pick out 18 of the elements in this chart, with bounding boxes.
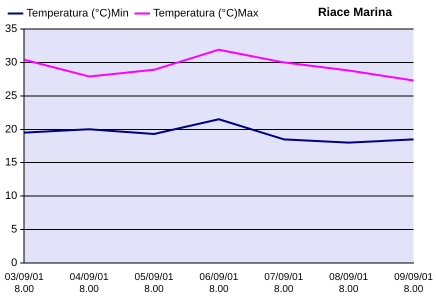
y-tick-label: 15 [4,156,18,169]
x-tick-label: 06/09/01 8.00 [199,272,239,295]
y-tick-label: 35 [4,23,18,36]
x-tick-label: 03/09/01 8.00 [4,272,44,295]
y-tick-label: 10 [4,190,18,202]
x-tick-label: 07/09/01 8.00 [264,272,304,295]
x-tick-label: 09/09/01 8.00 [394,272,434,295]
legend-label: Temperatura (°C)Max [153,8,259,20]
y-tick-label: 5 [11,224,18,236]
x-tick-label: 05/09/01 8.00 [134,272,174,295]
y-tick-label: 20 [4,123,18,136]
chart-title: Riace Marina [318,5,392,19]
legend-label: Temperatura (°C)Min [26,8,129,20]
y-tick-label: 0 [11,257,18,270]
x-tick-label: 08/09/01 8.00 [329,272,369,295]
x-tick-label: 04/09/01 8.00 [70,272,110,295]
y-tick-label: 25 [4,90,18,102]
y-tick-label: 30 [4,56,18,68]
